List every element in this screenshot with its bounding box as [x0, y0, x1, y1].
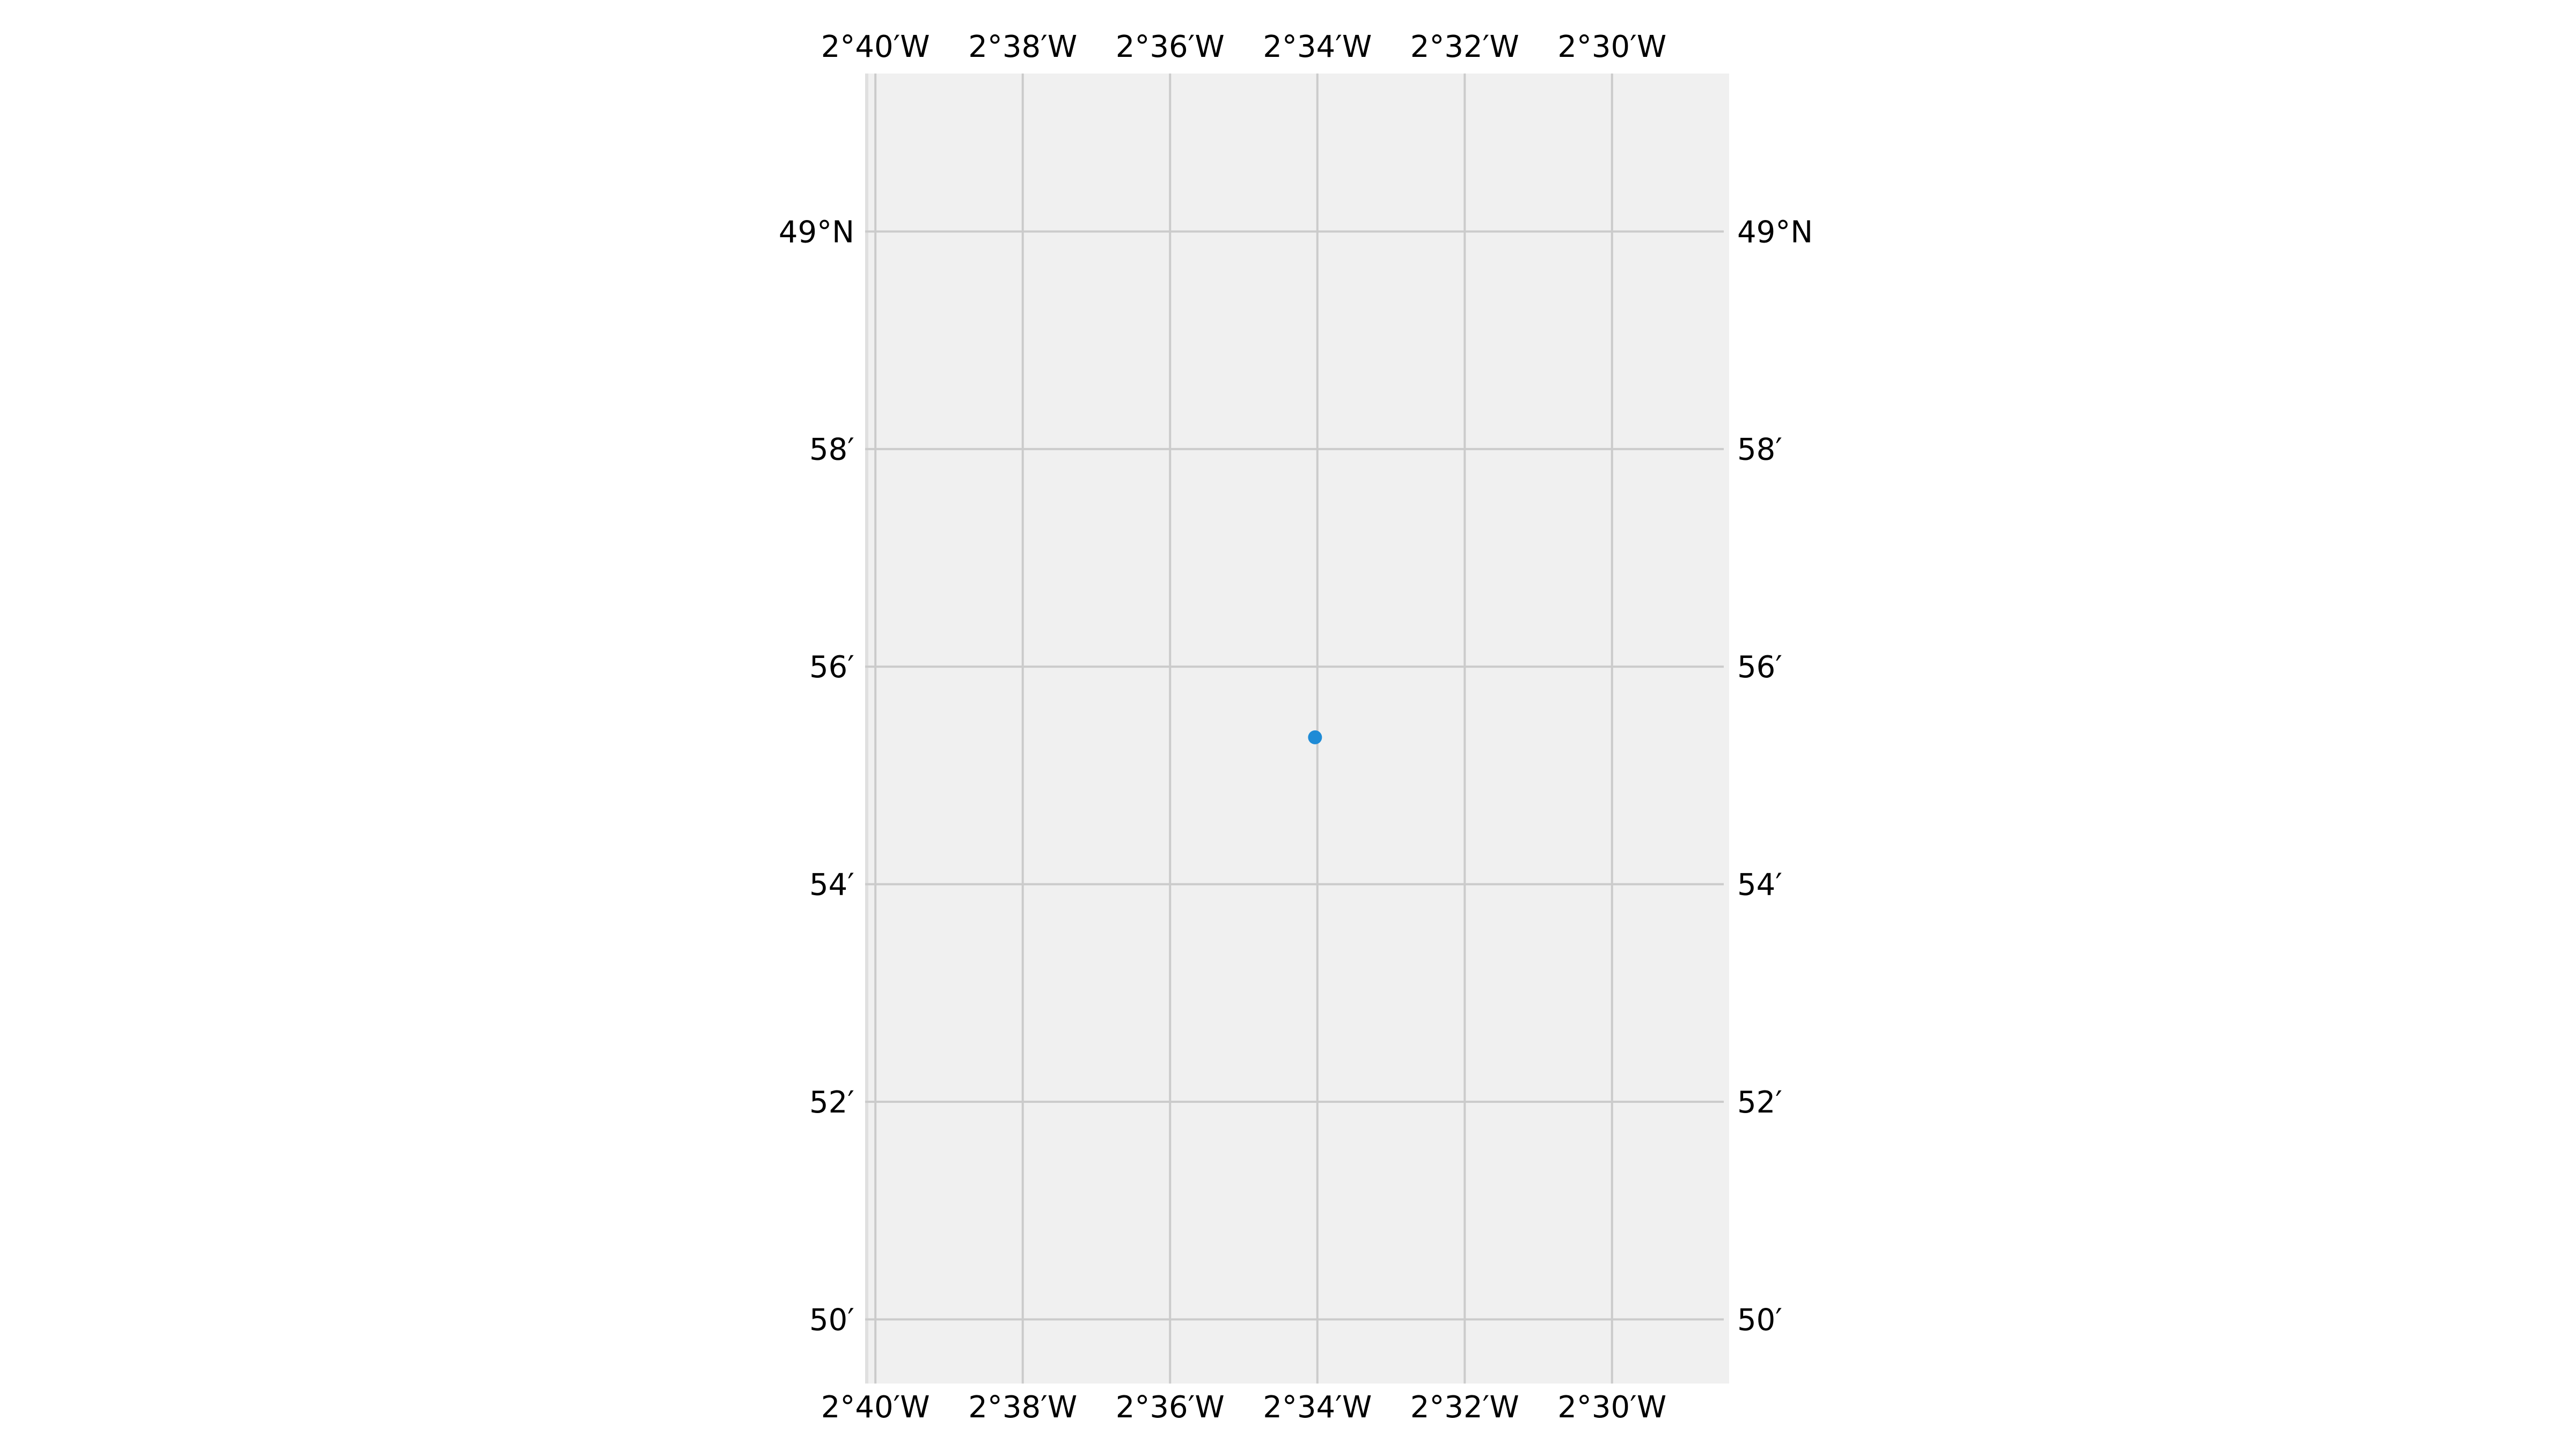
- parallel-label-left: 52′: [809, 1085, 854, 1120]
- parallel-label-right: 56′: [1737, 650, 1782, 685]
- meridian-label-bottom: 2°36′W: [1116, 1390, 1225, 1425]
- parallel-label-right: 54′: [1737, 868, 1782, 903]
- meridian-label-bottom: 2°34′W: [1263, 1390, 1372, 1425]
- meridian-label-bottom: 2°32′W: [1410, 1390, 1519, 1425]
- meridian-label-bottom: 2°40′W: [821, 1390, 930, 1425]
- parallel-label-right: 50′: [1737, 1302, 1782, 1337]
- parallel-label-right: 49°N: [1737, 215, 1813, 250]
- parallel-label-left: 58′: [809, 433, 854, 467]
- meridian-label-bottom: 2°30′W: [1557, 1390, 1666, 1425]
- meridian-label-top: 2°30′W: [1557, 30, 1666, 64]
- parallel-label-left: 49°N: [779, 215, 854, 250]
- map-panel[interactable]: [865, 74, 1729, 1384]
- location-marker[interactable]: [1308, 730, 1322, 744]
- parallel-label-left: 50′: [809, 1302, 854, 1337]
- parallel-label-left: 54′: [809, 868, 854, 903]
- meridian-label-top: 2°38′W: [968, 30, 1077, 64]
- meridian-label-top: 2°36′W: [1116, 30, 1225, 64]
- parallel-label-right: 58′: [1737, 433, 1782, 467]
- meridian-label-bottom: 2°38′W: [968, 1390, 1077, 1425]
- parallel-label-left: 56′: [809, 650, 854, 685]
- meridian-label-top: 2°40′W: [821, 30, 930, 64]
- map-points: [1308, 730, 1322, 744]
- graticule-labels: 2°40′W 2°40′W 2°38′W 2°38′W 2°36′W 2°36′W 2°34…: [779, 30, 1813, 1425]
- graticule: [865, 74, 1724, 1384]
- meridian-label-top: 2°34′W: [1263, 30, 1372, 64]
- parallel-label-right: 52′: [1737, 1085, 1782, 1120]
- meridian-label-top: 2°32′W: [1410, 30, 1519, 64]
